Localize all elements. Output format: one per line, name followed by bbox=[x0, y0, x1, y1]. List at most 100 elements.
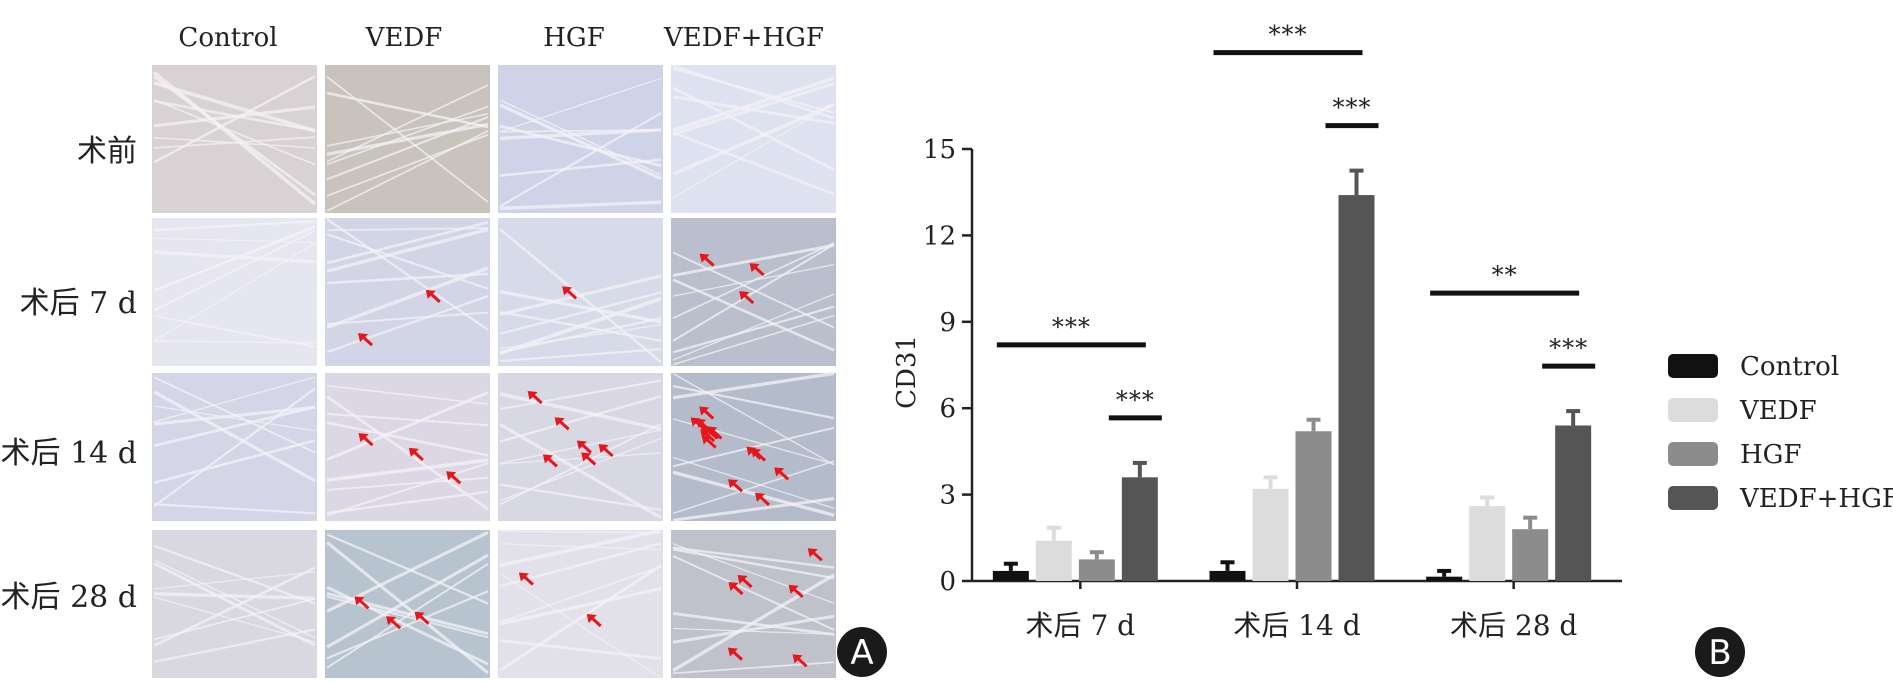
tissue-fiber-streak bbox=[326, 384, 489, 405]
tissue-fiber-streak bbox=[672, 293, 835, 361]
tissue-fiber-streak bbox=[672, 243, 835, 342]
tissue-fiber-streak bbox=[153, 503, 316, 515]
column-header-vedf: VEDF bbox=[365, 23, 443, 53]
tissue-fiber-streak bbox=[153, 314, 316, 348]
tissue-fiber-streak bbox=[153, 405, 316, 426]
tissue-fiber-streak bbox=[326, 458, 489, 482]
red-arrow-marker bbox=[699, 253, 715, 267]
tissue-fiber-streak bbox=[326, 113, 489, 147]
tissue-fiber-streak bbox=[153, 340, 316, 344]
tissue-fiber-streak bbox=[499, 291, 662, 335]
tissue-fiber-streak bbox=[326, 531, 489, 613]
red-arrow-marker bbox=[542, 454, 558, 468]
tissue-fiber-streak bbox=[672, 131, 835, 196]
tissue-fiber-streak bbox=[672, 426, 835, 468]
red-arrow-marker bbox=[774, 467, 790, 481]
tissue-fiber-streak bbox=[153, 376, 316, 423]
tissue-fiber-streak bbox=[499, 200, 662, 210]
red-arrow-marker bbox=[408, 447, 424, 462]
tissue-fiber-streak bbox=[153, 229, 316, 312]
panel-b-label-badge bbox=[1695, 627, 1745, 677]
red-arrow-marker bbox=[728, 479, 744, 493]
bar bbox=[1035, 540, 1072, 581]
tissue-fiber-streak bbox=[499, 528, 662, 568]
red-arrow-marker bbox=[358, 433, 374, 447]
tile-background bbox=[498, 65, 663, 213]
bar bbox=[1209, 570, 1246, 581]
tissue-fiber-streak bbox=[672, 86, 835, 171]
tissue-fiber-streak bbox=[153, 561, 316, 647]
panel-a-label-badge bbox=[837, 627, 887, 677]
tissue-fiber-streak bbox=[326, 218, 489, 331]
tissue-fiber-streak bbox=[499, 565, 662, 624]
tissue-fiber-streak bbox=[499, 324, 662, 350]
tissue-fiber-streak bbox=[326, 595, 489, 639]
tissue-fiber-streak bbox=[153, 105, 316, 128]
tissue-fiber-streak bbox=[326, 84, 489, 163]
micrograph-tile bbox=[325, 373, 490, 521]
tissue-fiber-streak bbox=[499, 158, 662, 177]
red-arrow-marker bbox=[518, 572, 534, 586]
tissue-fiber-streak bbox=[672, 497, 835, 522]
micrograph-tile bbox=[498, 65, 663, 213]
tissue-fiber-streak bbox=[672, 64, 835, 120]
panel-b-label: B bbox=[1708, 633, 1731, 673]
tissue-fiber-streak bbox=[499, 128, 662, 141]
tissue-fiber-streak bbox=[672, 314, 835, 366]
micrograph-tile bbox=[325, 65, 490, 213]
tissue-fiber-streak bbox=[153, 75, 316, 164]
tissue-fiber-streak bbox=[326, 227, 489, 273]
bar bbox=[1338, 195, 1375, 581]
legend-item: VEDF+HGF bbox=[1668, 484, 1893, 514]
legend: Control VEDF HGF VEDF+HGF bbox=[1668, 352, 1893, 514]
bar bbox=[1295, 431, 1332, 581]
column-header-vedf-hgf: VEDF+HGF bbox=[663, 23, 824, 53]
tissue-fiber-streak bbox=[499, 422, 662, 520]
red-arrow-marker bbox=[728, 581, 744, 596]
tissue-fiber-streak bbox=[153, 544, 316, 605]
red-arrow-marker bbox=[527, 391, 543, 405]
tissue-fiber-streak bbox=[326, 391, 489, 462]
micrograph-tile bbox=[325, 530, 490, 678]
y-tick-label: 0 bbox=[939, 567, 956, 597]
tissue-fiber-streak bbox=[499, 452, 662, 465]
x-tick-label: 术后 14 d bbox=[1233, 609, 1360, 642]
red-arrow-marker bbox=[425, 289, 441, 303]
tissue-fiber-streak bbox=[499, 112, 662, 208]
column-header-hgf: HGF bbox=[543, 23, 604, 53]
micrograph-tile bbox=[152, 218, 317, 366]
red-arrow-marker bbox=[354, 596, 370, 610]
red-arrow-marker bbox=[554, 417, 570, 431]
significance-label: *** bbox=[1052, 313, 1091, 341]
tissue-fiber-streak bbox=[326, 563, 489, 669]
tissue-fiber-streak bbox=[672, 103, 835, 199]
red-arrow-marker bbox=[737, 574, 753, 589]
legend-label: Control bbox=[1740, 352, 1839, 382]
bar bbox=[1252, 488, 1289, 581]
x-tick-label: 术后 7 d bbox=[1026, 609, 1136, 642]
legend-item: Control bbox=[1668, 352, 1839, 382]
red-arrow-marker bbox=[446, 471, 462, 485]
tissue-fiber-streak bbox=[672, 278, 835, 352]
y-tick-label: 6 bbox=[939, 394, 956, 424]
tissue-fiber-streak bbox=[499, 530, 662, 534]
legend-item: VEDF bbox=[1668, 396, 1817, 426]
tissue-fiber-streak bbox=[499, 564, 662, 672]
legend-swatch bbox=[1668, 354, 1718, 378]
micrograph-tile bbox=[671, 218, 836, 366]
tissue-fiber-streak bbox=[499, 348, 662, 363]
significance-label: *** bbox=[1333, 94, 1372, 122]
tissue-fiber-streak bbox=[499, 392, 662, 431]
tissue-fiber-streak bbox=[326, 490, 489, 515]
tissue-fiber-streak bbox=[672, 614, 835, 644]
tissue-fiber-streak bbox=[326, 590, 489, 660]
tissue-fiber-streak bbox=[499, 395, 662, 443]
tissue-fiber-streak bbox=[326, 272, 489, 285]
micrograph-tile bbox=[498, 218, 663, 366]
legend-swatch bbox=[1668, 398, 1718, 422]
column-header-control: Control bbox=[178, 23, 277, 53]
bar bbox=[1426, 576, 1463, 581]
legend-label: HGF bbox=[1740, 440, 1801, 470]
significance-markers: ***************** bbox=[996, 21, 1596, 421]
